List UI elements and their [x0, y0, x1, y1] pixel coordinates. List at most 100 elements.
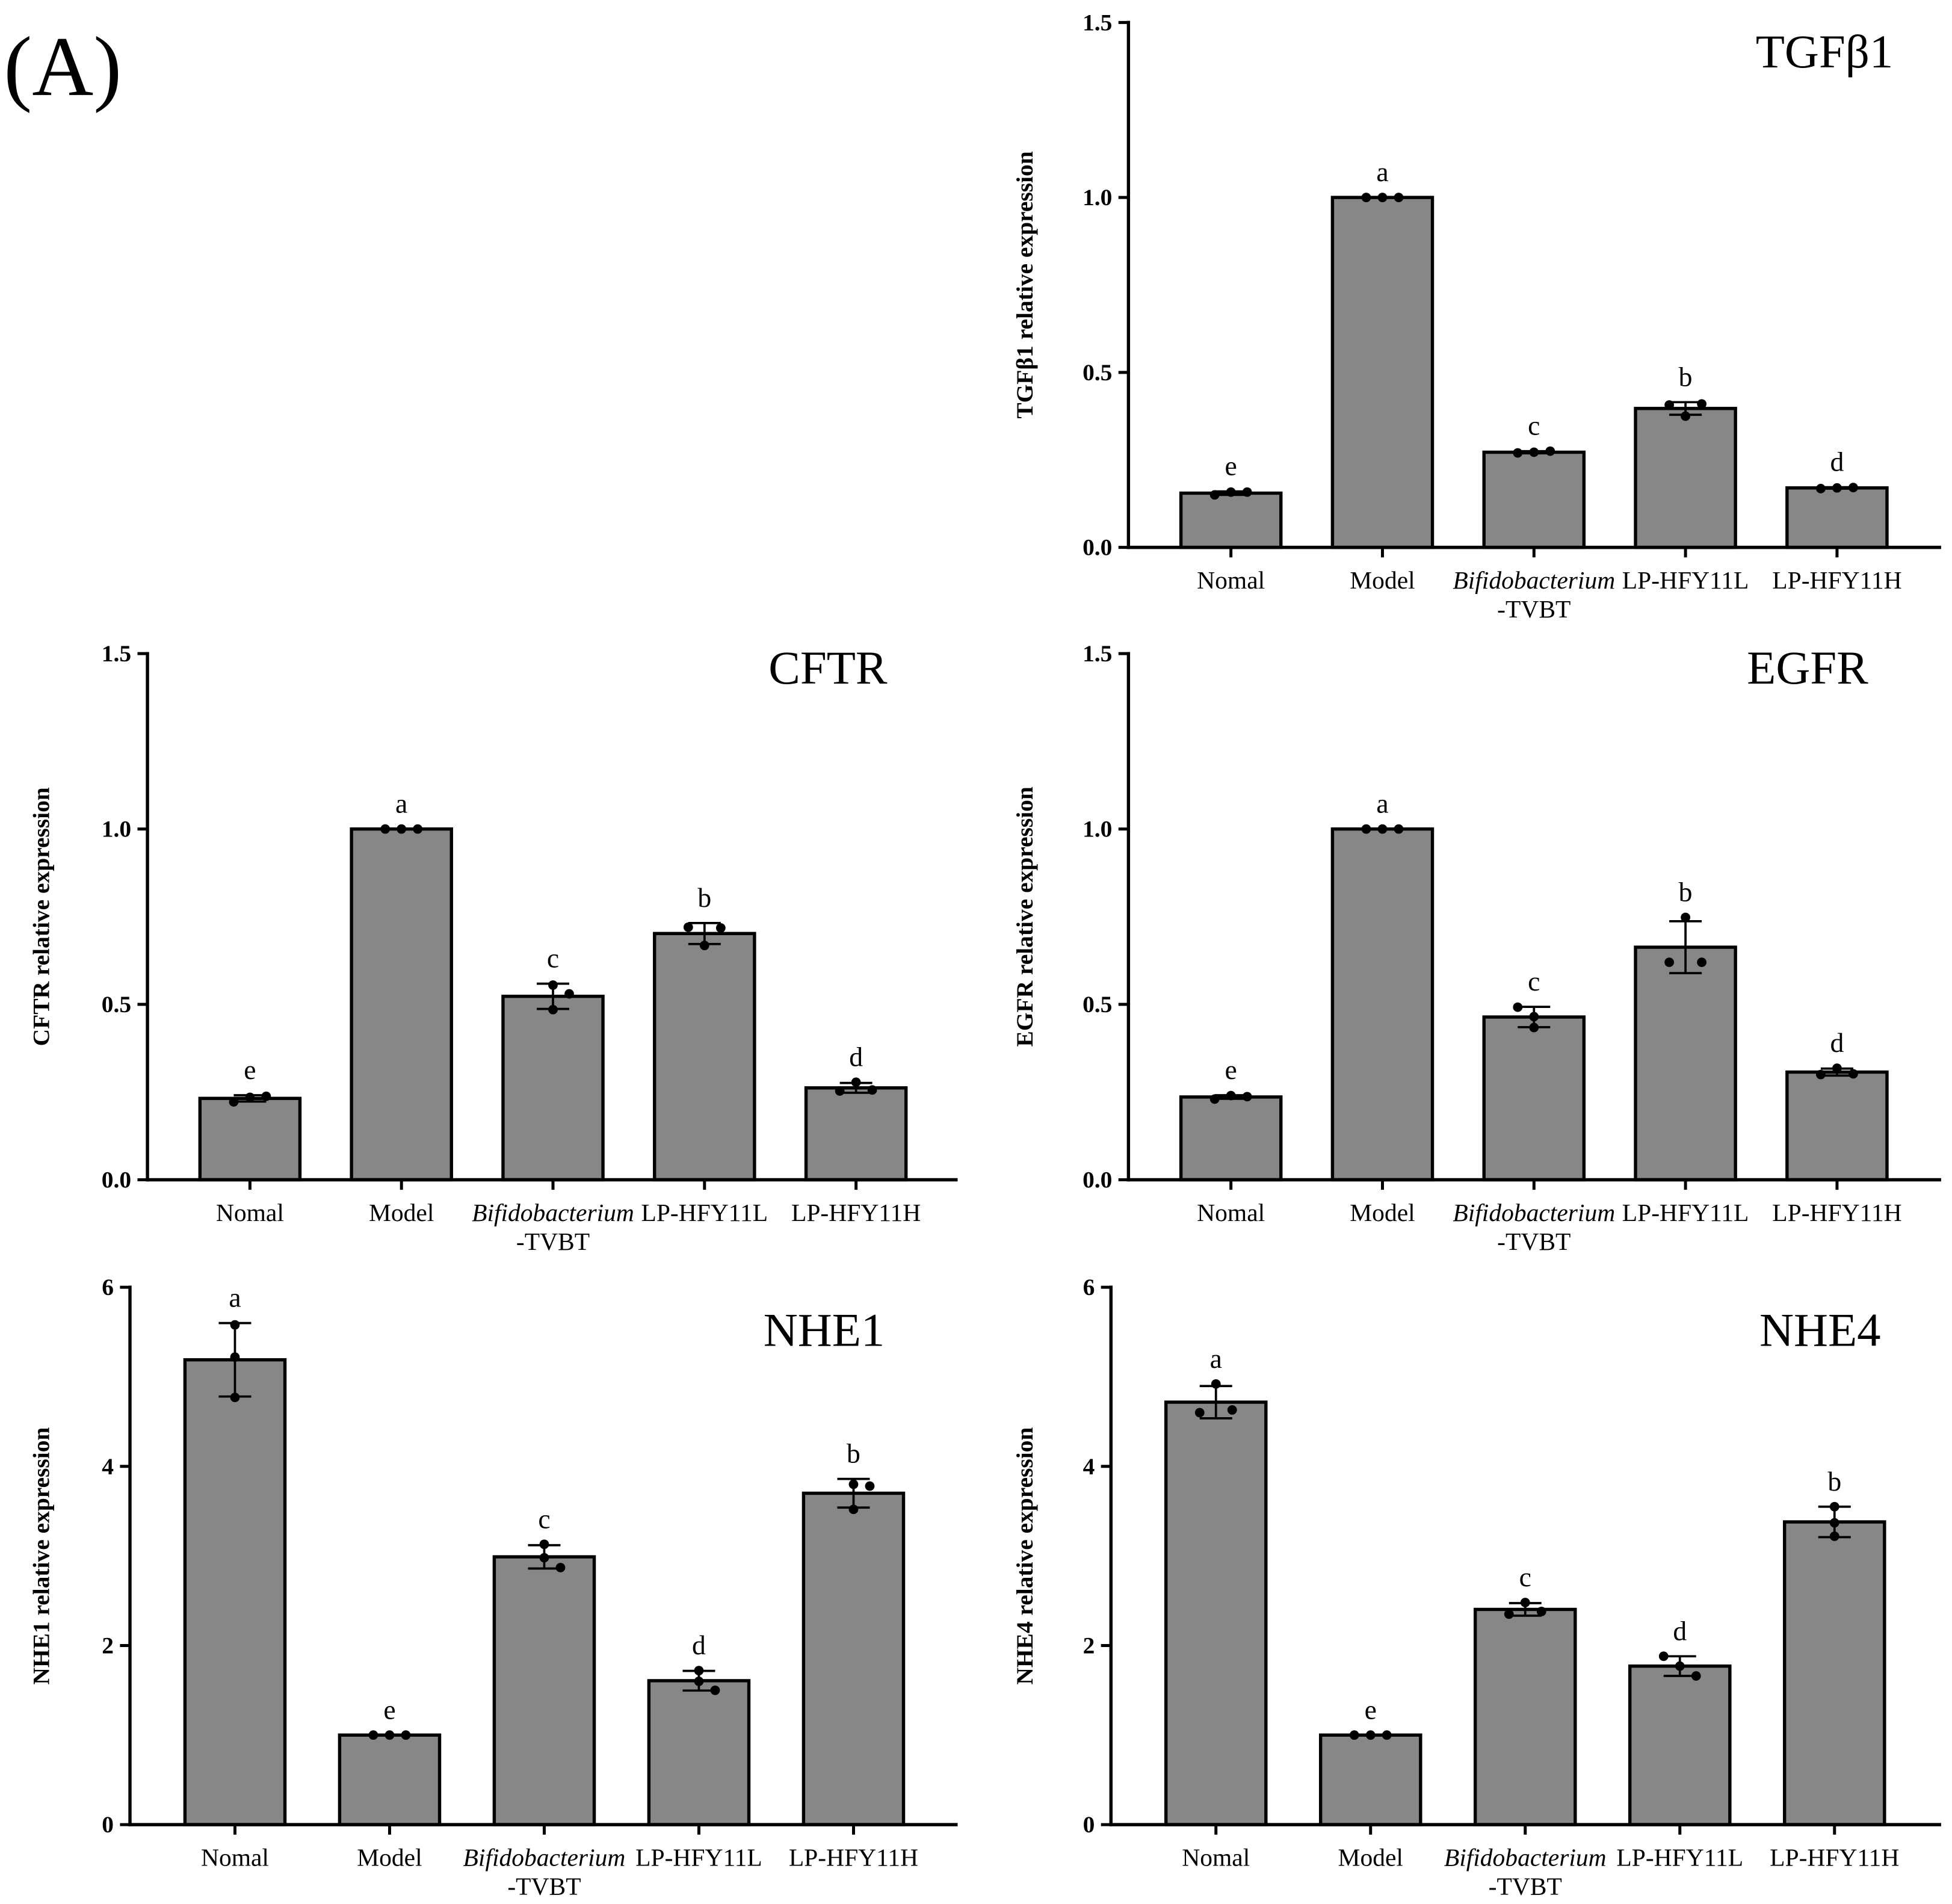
data-point	[1513, 1002, 1523, 1012]
x-category-label: LP-HFY11L	[1622, 1199, 1749, 1226]
chart-tgfb1: TGFβ1 TGFβ1 relative expression e Nomal a Mod…	[1012, 9, 1941, 623]
panel-label: (A)	[4, 19, 122, 114]
significance-letter: e	[1225, 451, 1237, 481]
y-tick-label: 1.0	[1083, 184, 1112, 211]
bar-model	[1330, 196, 1435, 549]
data-point	[1394, 824, 1404, 834]
bar-lp-hfy11h	[804, 1086, 908, 1182]
y-axis-label: NHE4 relative expression	[1012, 1427, 1038, 1685]
x-category-label: LP-HFY11H	[1770, 1844, 1899, 1872]
data-point	[401, 1730, 411, 1740]
x-category-label: -TVBT	[1497, 1228, 1571, 1255]
data-point	[555, 1563, 566, 1572]
data-point	[1529, 447, 1539, 457]
bar-nomal	[183, 1358, 287, 1826]
data-point	[1242, 1092, 1252, 1102]
data-point	[1227, 1405, 1237, 1415]
significance-letter: a	[1376, 156, 1388, 187]
bar-lp-hfy11l	[653, 932, 756, 1182]
bar-bifidobacterium	[1482, 1015, 1586, 1182]
data-point	[865, 1481, 875, 1491]
data-point	[710, 1685, 720, 1695]
significance-letter: a	[1210, 1343, 1222, 1374]
data-point	[1536, 1606, 1546, 1616]
y-tick-label: 4	[102, 1453, 114, 1480]
bar-bifidobacterium	[1482, 450, 1586, 549]
data-point	[1529, 1012, 1539, 1022]
data-point	[230, 1320, 240, 1330]
y-axis-label: EGFR relative expression	[1012, 787, 1038, 1046]
significance-letter: b	[1827, 1466, 1841, 1497]
y-tick-label: 2	[102, 1632, 114, 1658]
data-point	[261, 1091, 271, 1101]
x-category-label: LP-HFY11H	[1772, 566, 1901, 594]
data-point	[1361, 824, 1371, 834]
significance-letter: d	[1673, 1615, 1687, 1646]
x-category-label: LP-HFY11H	[1772, 1199, 1901, 1226]
data-point	[385, 1730, 395, 1740]
data-point	[1209, 1094, 1220, 1104]
y-tick-label: 6	[102, 1274, 114, 1300]
x-category-label: Nomal	[216, 1199, 284, 1226]
significance-letter: d	[692, 1630, 706, 1660]
chart-title: TGFβ1	[1756, 26, 1894, 78]
x-category-label: -TVBT	[507, 1872, 581, 1900]
data-point	[397, 824, 407, 834]
data-point	[564, 989, 574, 999]
data-point	[548, 980, 558, 990]
x-category-label: Nomal	[1197, 566, 1265, 594]
x-category-label: -TVBT	[1497, 595, 1571, 623]
x-category-label: LP-HFY11L	[641, 1199, 768, 1226]
significance-letter: e	[1365, 1694, 1377, 1725]
data-point	[1691, 1671, 1701, 1681]
x-category-label: -TVBT	[1489, 1872, 1562, 1900]
y-tick-label: 1.0	[1083, 816, 1112, 842]
data-point	[867, 1085, 877, 1095]
bar-bifidobacterium	[501, 994, 605, 1182]
x-category-label: LP-HFY11H	[789, 1844, 918, 1872]
y-tick-label: 4	[1083, 1453, 1095, 1480]
x-category-label: -TVBT	[516, 1228, 590, 1255]
y-axis-label: TGFβ1 relative expression	[1012, 151, 1038, 418]
data-point	[1520, 1598, 1530, 1607]
bar-model	[350, 827, 453, 1182]
data-point	[1377, 824, 1388, 834]
significance-letter: e	[1225, 1054, 1237, 1085]
data-point	[1504, 1609, 1514, 1619]
data-point	[1816, 1069, 1826, 1080]
data-point	[245, 1092, 255, 1102]
chart-title: NHE4	[1759, 1305, 1881, 1357]
y-tick-label: 1.5	[102, 640, 131, 667]
significance-letter: a	[229, 1282, 241, 1313]
data-point	[1349, 1730, 1359, 1740]
data-point	[1194, 1408, 1205, 1418]
bar-lp-hfy11h	[801, 1491, 906, 1826]
x-category-label: Nomal	[1182, 1844, 1250, 1872]
data-point	[1681, 912, 1690, 923]
data-point	[368, 1730, 378, 1740]
x-category-label: Nomal	[1197, 1199, 1265, 1226]
x-category-label: Nomal	[201, 1844, 269, 1872]
chart-title: NHE1	[764, 1305, 885, 1357]
bar-lp-hfy11h	[1785, 486, 1889, 549]
x-category-label: Bifidobacterium	[463, 1844, 626, 1872]
chart-cftr: CFTR CFTR relative expression e Nomal a Model…	[28, 640, 958, 1255]
y-tick-label: 0	[102, 1811, 114, 1838]
significance-letter: d	[849, 1041, 863, 1072]
bar-lp-hfy11l	[1634, 945, 1737, 1182]
bar-nomal	[198, 1096, 302, 1182]
data-point	[1513, 448, 1523, 458]
significance-letter: c	[538, 1503, 550, 1534]
data-point	[1675, 1661, 1685, 1671]
data-point	[1849, 483, 1858, 493]
data-point	[683, 922, 693, 932]
y-axis-label: CFTR relative expression	[28, 787, 55, 1046]
data-point	[230, 1392, 240, 1403]
data-point	[1529, 1022, 1539, 1033]
data-point	[1697, 957, 1706, 967]
data-point	[380, 824, 391, 834]
data-point	[548, 1004, 558, 1015]
significance-letter: b	[847, 1438, 860, 1469]
